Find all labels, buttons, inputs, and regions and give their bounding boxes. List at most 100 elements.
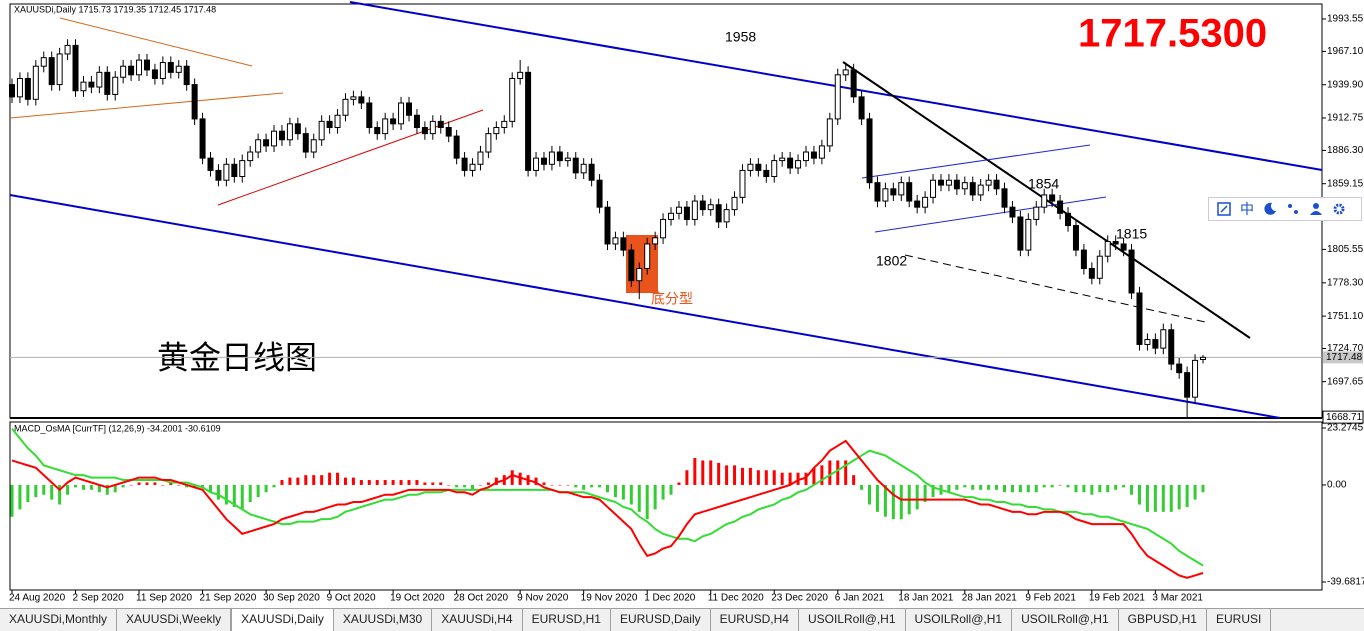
candle-body	[977, 184, 984, 196]
osma-bar	[899, 484, 903, 520]
candle-body	[1096, 255, 1103, 279]
candle-body	[620, 237, 627, 251]
candle-body	[263, 139, 270, 147]
chart-tab[interactable]: EURUSD,H4	[711, 609, 799, 631]
osma-bar	[50, 484, 54, 500]
candle-body	[398, 102, 405, 125]
candle-body	[183, 65, 190, 86]
osma-bar	[955, 484, 959, 490]
low-price-label: 1668.71	[1326, 412, 1363, 423]
candle-body	[32, 65, 39, 100]
osma-bar	[931, 484, 935, 498]
candle-body	[540, 157, 547, 165]
y-tick-label: 23.2745	[1327, 423, 1364, 434]
osma-bar	[423, 482, 427, 485]
chart-tab[interactable]: EURUSI	[1207, 609, 1272, 631]
toolbar-icon[interactable]	[1286, 202, 1300, 216]
osma-bar	[1042, 484, 1046, 488]
osma-bar	[447, 484, 451, 486]
toolbar-icon[interactable]	[1332, 202, 1346, 216]
toolbar-icon[interactable]	[1263, 202, 1277, 216]
osma-bar	[828, 460, 832, 485]
candle-body	[588, 163, 595, 181]
candle-body	[294, 123, 301, 135]
osma-bar	[1003, 484, 1006, 493]
candle-body	[461, 157, 468, 171]
osma-bar	[415, 480, 419, 485]
osma-bar	[717, 462, 721, 485]
x-tick-label: 9 Feb 2021	[1025, 593, 1076, 604]
candle-body	[223, 163, 230, 181]
osma-bar	[121, 484, 125, 488]
chart-tab[interactable]: XAUUSDi,Daily	[231, 609, 334, 631]
chart-tab[interactable]: XAUUSDi,H4	[432, 609, 523, 631]
candle-body	[874, 182, 881, 202]
osma-bar	[764, 470, 768, 485]
candle-body	[302, 133, 309, 153]
candle-body	[636, 267, 643, 282]
macd-header: MACD_OsMA [CurrTF] (12,26,9) -34.2001 -3…	[14, 423, 221, 433]
chart-tab[interactable]: USOILRoll@,H1	[799, 609, 906, 631]
candle-body	[1176, 363, 1183, 374]
candle-body	[525, 71, 532, 171]
toolbar-icon[interactable]	[1309, 202, 1323, 216]
candle-body	[890, 188, 897, 196]
candle-body	[1025, 218, 1032, 251]
candle-body	[707, 204, 714, 211]
x-tick-label: 19 Feb 2021	[1089, 593, 1146, 604]
candle-body	[501, 120, 508, 129]
osma-bar	[590, 484, 594, 488]
toolbar-language[interactable]: 中	[1240, 201, 1254, 217]
osma-bar	[359, 480, 363, 485]
osma-bar	[1169, 484, 1173, 512]
chart-tab[interactable]: USOILRoll@,H1	[1012, 609, 1119, 631]
osma-bar	[328, 472, 332, 485]
chart-tab[interactable]: EURUSD,H1	[523, 609, 611, 631]
x-tick-label: 1 Dec 2020	[644, 593, 696, 604]
x-tick-label: 11 Dec 2020	[708, 593, 764, 604]
osma-bar	[26, 484, 30, 503]
candle-body	[683, 206, 690, 220]
candle-body	[413, 114, 420, 129]
osma-bar	[216, 484, 220, 500]
osma-bar	[105, 484, 109, 495]
chart-header: XAUUSDi,Daily 1715.73 1719.35 1712.45 17…	[14, 4, 216, 14]
chart-tab[interactable]: XAUUSDi,M30	[334, 609, 433, 631]
x-tick-label: 28 Jan 2021	[962, 593, 1017, 604]
osma-bar	[740, 467, 744, 485]
candle-body	[533, 157, 540, 171]
main-panel	[9, 3, 1323, 419]
chart-tab[interactable]: XAUUSDi,Monthly	[0, 609, 118, 631]
toolbar-icon[interactable]	[1217, 202, 1231, 216]
osma-bar	[669, 484, 673, 495]
osma-bar	[471, 484, 475, 490]
osma-bar	[550, 484, 554, 486]
candle-body	[914, 200, 921, 208]
osma-bar	[18, 484, 22, 510]
osma-bar	[351, 477, 355, 485]
chart-tab[interactable]: EURUSD,Daily	[611, 609, 711, 631]
chart-tab[interactable]: XAUUSDi,Weekly	[117, 609, 232, 631]
osma-bar	[407, 480, 411, 485]
y-tick-label: 1724.70	[1327, 343, 1364, 354]
x-tick-label: 30 Sep 2020	[263, 593, 320, 604]
y-tick-label: -39.6817	[1327, 577, 1364, 588]
osma-bar	[113, 484, 117, 493]
y-tick-label: 0.00	[1327, 480, 1347, 491]
candle-body	[596, 179, 603, 208]
osma-bar	[645, 484, 649, 520]
chart-tab[interactable]: USOILRoll@,H1	[906, 609, 1013, 631]
candle-body	[906, 182, 913, 202]
chart-tab[interactable]: GBPUSD,H1	[1119, 609, 1207, 631]
x-tick-label: 11 Sep 2020	[136, 593, 192, 604]
osma-bar	[979, 484, 983, 490]
candle-body	[548, 151, 555, 165]
osma-bar	[844, 460, 848, 485]
osma-bar	[621, 484, 625, 500]
candle-body	[795, 160, 802, 169]
candle-body	[691, 200, 698, 220]
osma-bar	[677, 482, 681, 485]
candle-body	[779, 157, 786, 162]
candle-body	[1112, 240, 1119, 245]
candle-body	[1041, 194, 1048, 208]
